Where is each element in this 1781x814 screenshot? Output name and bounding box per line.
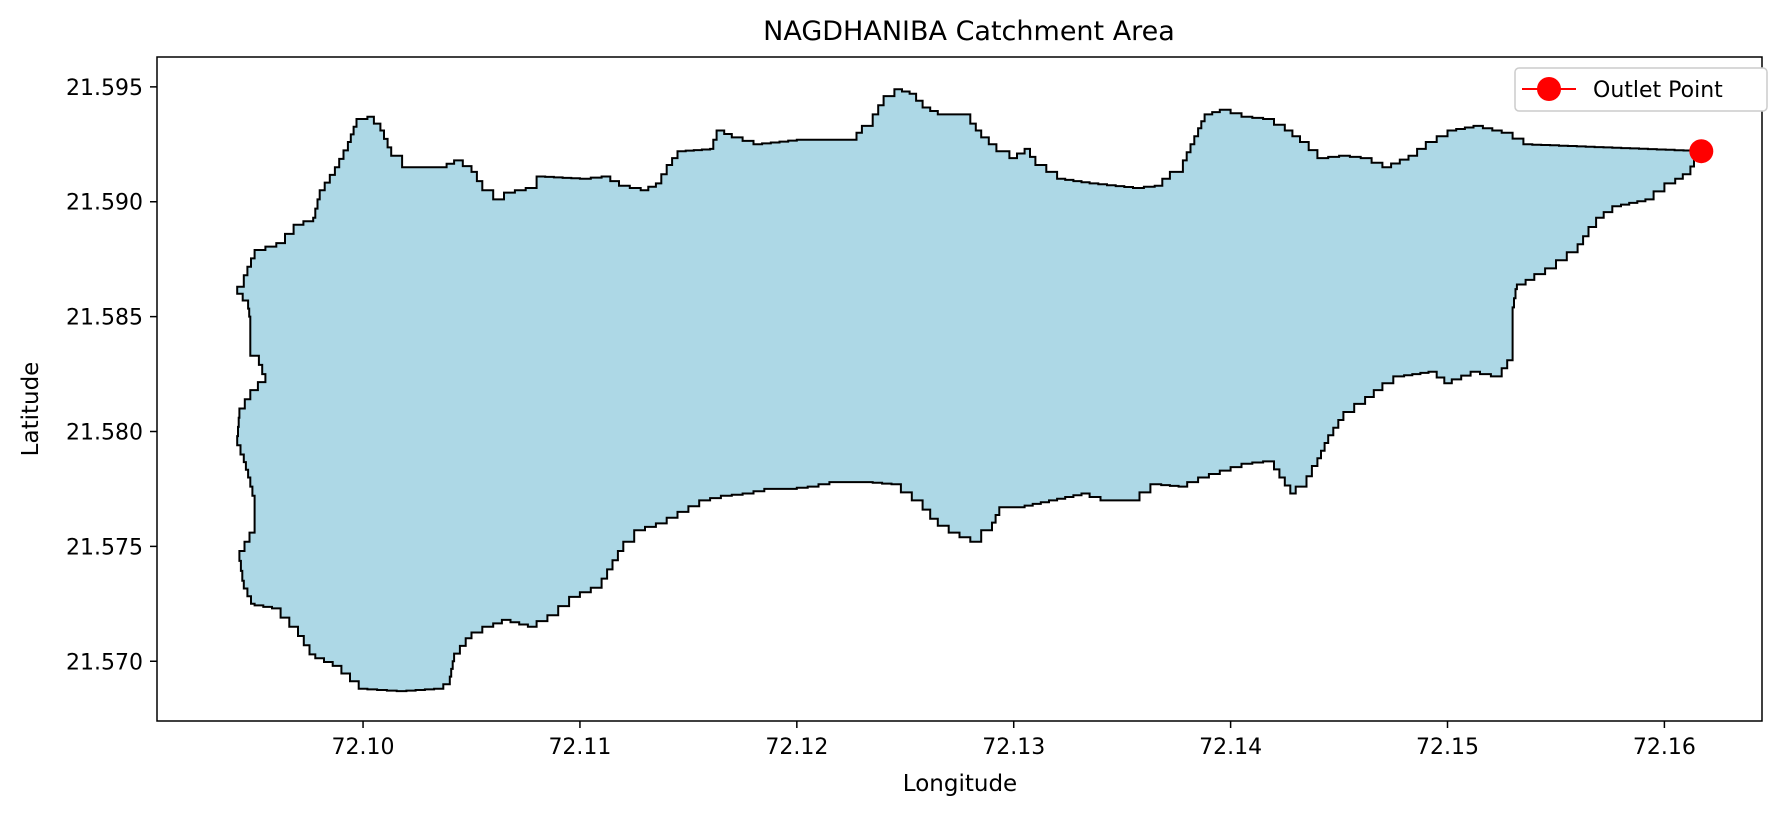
axes-frame bbox=[156, 56, 1763, 722]
y-tick-label: 21.570 bbox=[66, 650, 143, 675]
legend-point-marker bbox=[1537, 77, 1561, 101]
x-tick-label: 72.13 bbox=[982, 735, 1045, 760]
legend: Outlet Point bbox=[1514, 67, 1768, 112]
y-tick-label: 21.590 bbox=[66, 191, 143, 216]
catchment-polygon bbox=[236, 88, 1703, 693]
x-tick-label: 72.11 bbox=[548, 735, 611, 760]
outlet-point-marker bbox=[1689, 139, 1714, 164]
x-tick-label: 72.10 bbox=[332, 735, 395, 760]
axes: 72.10 72.11 72.12 72.13 72.14 72.15 72.16 21.57… bbox=[66, 56, 1763, 760]
x-tick-label: 72.16 bbox=[1633, 735, 1696, 760]
y-tick-label: 21.585 bbox=[66, 306, 143, 331]
plot-area bbox=[236, 88, 1714, 693]
y-axis-label: Latitude bbox=[18, 362, 44, 457]
y-tick-label: 21.595 bbox=[66, 76, 143, 101]
legend-label-outlet-point: Outlet Point bbox=[1593, 78, 1723, 103]
legend-frame bbox=[1514, 67, 1768, 112]
x-tick-label: 72.15 bbox=[1416, 735, 1479, 760]
x-tick-label: 72.12 bbox=[765, 735, 828, 760]
x-tick-label: 72.14 bbox=[1199, 735, 1262, 760]
x-axis-label: Longitude bbox=[903, 771, 1017, 797]
chart-title: NAGDHANIBA Catchment Area bbox=[763, 16, 1175, 47]
y-tick-label: 21.580 bbox=[66, 421, 143, 446]
y-tick-label: 21.575 bbox=[66, 535, 143, 560]
